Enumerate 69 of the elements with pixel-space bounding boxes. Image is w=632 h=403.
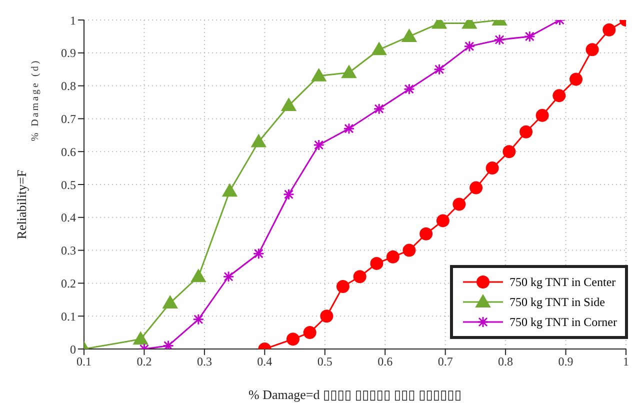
point [520, 125, 533, 138]
point [494, 34, 506, 46]
point [602, 23, 616, 36]
x-tick-label: 0.3 [196, 354, 212, 369]
y-tick-label: 0.6 [61, 144, 76, 159]
point [353, 270, 366, 284]
point [286, 332, 300, 346]
point [222, 270, 234, 282]
y-tick-label: 0.3 [61, 244, 76, 258]
point [311, 68, 326, 82]
legend-label: 750 kg TNT in Center [509, 274, 616, 290]
point [373, 103, 385, 115]
point [524, 30, 536, 42]
y-tick-label: 0.9 [61, 46, 76, 60]
legend-label: 750 kg TNT in Side [509, 294, 605, 310]
point [313, 139, 325, 151]
y-tick-label: 0.1 [61, 309, 76, 324]
x-tick-label: 0.9 [558, 354, 574, 369]
point [434, 64, 446, 76]
point [436, 214, 450, 228]
point [162, 340, 174, 349]
y-tick-label: 1 [70, 13, 76, 28]
x-tick-label: 0.2 [136, 354, 152, 369]
point [586, 43, 599, 56]
point [536, 108, 549, 122]
x-tick-label: 0.8 [498, 354, 514, 369]
text: % Damage (d) [30, 58, 41, 142]
point [502, 145, 516, 158]
point [370, 256, 384, 270]
point [222, 184, 238, 197]
legend-label: 750 kg TNT in Corner [509, 314, 617, 330]
point [251, 134, 266, 148]
point [486, 162, 499, 175]
y-tick-label: 0.4 [61, 210, 76, 225]
point [252, 248, 264, 260]
y-tick-label: 0.8 [61, 79, 76, 94]
point [281, 98, 296, 112]
point [343, 122, 355, 134]
point [133, 332, 148, 345]
x-tick-label: 0.5 [317, 354, 332, 369]
point [192, 314, 204, 326]
point [162, 295, 178, 308]
point [464, 40, 476, 52]
point [303, 326, 316, 340]
point [420, 227, 433, 240]
y-tick-label: 0 [70, 342, 76, 356]
point [320, 310, 334, 323]
x-tick-label: 1 [623, 354, 629, 369]
x-axis-title: % Damage=d ▯▯▯▯ ▯▯▯▯▯ ▯▯▯ ▯▯▯▯▯▯ [248, 387, 462, 402]
y-axis-title: Reliability=F [14, 170, 29, 240]
point [402, 28, 417, 42]
y-tick-label: 0.2 [61, 276, 76, 290]
x-tick-label: 0.7 [438, 354, 453, 369]
point [470, 181, 483, 194]
x-tick-label: 0.6 [378, 354, 393, 369]
point [402, 244, 416, 257]
point [336, 280, 350, 293]
point [570, 72, 583, 86]
point [552, 89, 566, 102]
y-tick-label: 0.5 [61, 178, 76, 192]
point [452, 198, 466, 211]
point [372, 42, 387, 56]
point [386, 250, 400, 264]
y-tick-label: 0.7 [61, 112, 76, 126]
point [403, 83, 415, 95]
point [190, 269, 206, 282]
x-tick-label: 0.4 [257, 354, 272, 369]
point [341, 65, 356, 78]
point [283, 188, 295, 200]
